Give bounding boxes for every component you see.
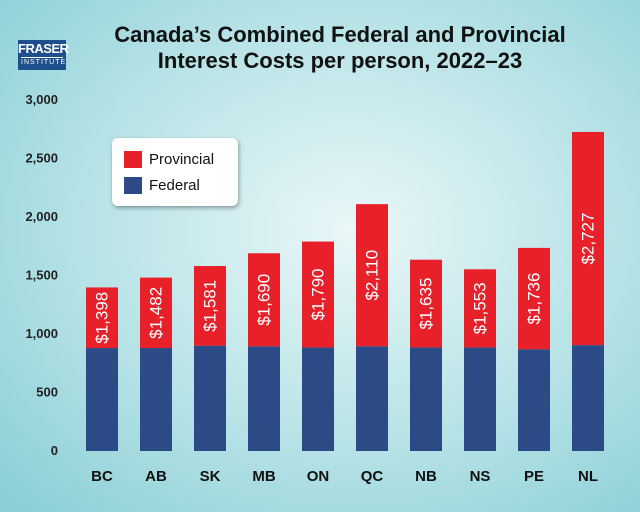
- data-label: $1,736: [525, 273, 544, 325]
- bar-provincial: [356, 204, 388, 347]
- data-label: $1,790: [309, 269, 328, 321]
- data-label: $1,482: [147, 287, 166, 339]
- data-label: $1,690: [255, 274, 274, 326]
- y-tick-label: 1,500: [25, 268, 58, 283]
- bar-federal: [248, 346, 280, 451]
- legend-item-federal: Federal: [124, 176, 200, 194]
- data-label: $2,727: [579, 213, 598, 265]
- bar-federal: [302, 347, 334, 451]
- y-tick-label: 500: [36, 385, 58, 400]
- x-tick-label: PE: [524, 468, 544, 485]
- data-label: $1,553: [471, 282, 490, 334]
- logo-line1: FRASER: [18, 41, 69, 56]
- chart-title-line1: Canada’s Combined Federal and Provincial: [114, 22, 566, 47]
- data-label: $1,581: [201, 280, 220, 332]
- bar-federal: [194, 345, 226, 451]
- chart-title-line2: Interest Costs per person, 2022–23: [157, 48, 523, 73]
- logo-line2: INSTITUTE: [21, 57, 67, 66]
- x-tick-label: BC: [91, 468, 113, 485]
- y-tick-label: 3,000: [25, 92, 58, 107]
- data-label: $1,635: [417, 278, 436, 330]
- data-label: $1,398: [93, 292, 112, 344]
- x-tick-label: QC: [361, 468, 384, 485]
- bar-federal: [464, 347, 496, 451]
- legend-label-federal: Federal: [149, 176, 200, 194]
- x-tick-label: NL: [578, 468, 598, 485]
- x-tick-label: SK: [200, 468, 221, 485]
- fraser-institute-logo: FRASER INSTITUTE: [18, 40, 69, 70]
- bar-provincial: [86, 287, 118, 349]
- x-tick-label: ON: [307, 468, 330, 485]
- x-tick-label: NS: [470, 468, 491, 485]
- bar-provincial: [248, 253, 280, 347]
- bar-provincial: [194, 266, 226, 346]
- bar-federal: [356, 346, 388, 451]
- legend-swatch-provincial: [124, 150, 142, 168]
- chart-title: Canada’s Combined Federal and Provincial…: [80, 22, 600, 74]
- bar-federal: [518, 349, 550, 451]
- bar-provincial: [518, 247, 550, 350]
- bar-provincial: [302, 241, 334, 348]
- y-tick-label: 1,000: [25, 326, 58, 341]
- bar-provincial: [572, 131, 604, 346]
- bar-federal: [572, 345, 604, 451]
- bar-federal: [410, 347, 442, 451]
- bar-federal: [86, 348, 118, 451]
- y-tick-label: 2,500: [25, 151, 58, 166]
- legend: Provincial Federal: [112, 138, 238, 206]
- legend-swatch-federal: [124, 176, 142, 194]
- x-tick-label: NB: [415, 468, 437, 485]
- bar-provincial: [140, 277, 172, 349]
- y-tick-label: 2,000: [25, 209, 58, 224]
- bar-federal: [140, 348, 172, 451]
- legend-item-provincial: Provincial: [124, 150, 214, 168]
- bar-provincial: [464, 269, 496, 348]
- x-tick-label: MB: [252, 468, 275, 485]
- x-tick-label: AB: [145, 468, 167, 485]
- bar-provincial: [410, 259, 442, 348]
- data-label: $2,110: [363, 250, 382, 301]
- legend-label-provincial: Provincial: [149, 150, 215, 168]
- y-tick-label: 0: [51, 443, 58, 458]
